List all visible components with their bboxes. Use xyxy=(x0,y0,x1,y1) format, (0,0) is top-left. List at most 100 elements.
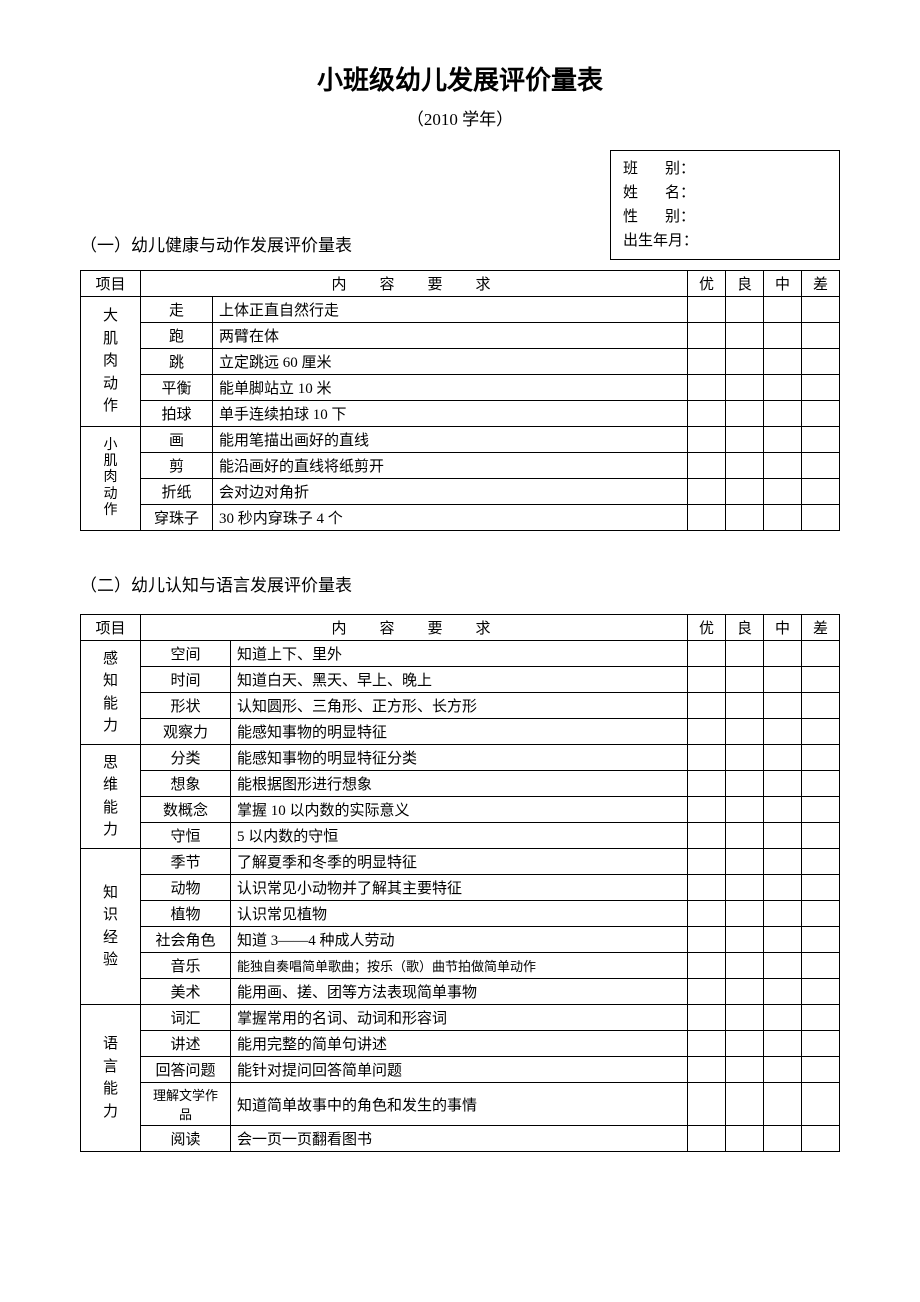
rating-cell[interactable] xyxy=(726,901,764,927)
rating-cell[interactable] xyxy=(802,1126,840,1152)
rating-cell[interactable] xyxy=(688,693,726,719)
rating-cell[interactable] xyxy=(764,745,802,771)
rating-cell[interactable] xyxy=(688,427,726,453)
rating-cell[interactable] xyxy=(726,979,764,1005)
rating-cell[interactable] xyxy=(802,1083,840,1126)
rating-cell[interactable] xyxy=(802,453,840,479)
rating-cell[interactable] xyxy=(688,505,726,531)
rating-cell[interactable] xyxy=(802,719,840,745)
rating-cell[interactable] xyxy=(802,771,840,797)
rating-cell[interactable] xyxy=(764,823,802,849)
rating-cell[interactable] xyxy=(688,1005,726,1031)
rating-cell[interactable] xyxy=(764,979,802,1005)
rating-cell[interactable] xyxy=(726,719,764,745)
rating-cell[interactable] xyxy=(688,667,726,693)
rating-cell[interactable] xyxy=(764,1126,802,1152)
rating-cell[interactable] xyxy=(688,901,726,927)
rating-cell[interactable] xyxy=(726,401,764,427)
rating-cell[interactable] xyxy=(688,1057,726,1083)
rating-cell[interactable] xyxy=(764,849,802,875)
rating-cell[interactable] xyxy=(764,349,802,375)
rating-cell[interactable] xyxy=(764,953,802,979)
rating-cell[interactable] xyxy=(764,427,802,453)
rating-cell[interactable] xyxy=(726,427,764,453)
rating-cell[interactable] xyxy=(688,641,726,667)
rating-cell[interactable] xyxy=(688,797,726,823)
rating-cell[interactable] xyxy=(726,479,764,505)
rating-cell[interactable] xyxy=(802,953,840,979)
rating-cell[interactable] xyxy=(802,875,840,901)
rating-cell[interactable] xyxy=(726,823,764,849)
rating-cell[interactable] xyxy=(726,927,764,953)
rating-cell[interactable] xyxy=(726,745,764,771)
rating-cell[interactable] xyxy=(764,1083,802,1126)
rating-cell[interactable] xyxy=(764,875,802,901)
rating-cell[interactable] xyxy=(726,849,764,875)
rating-cell[interactable] xyxy=(688,953,726,979)
rating-cell[interactable] xyxy=(688,927,726,953)
rating-cell[interactable] xyxy=(688,375,726,401)
rating-cell[interactable] xyxy=(802,349,840,375)
rating-cell[interactable] xyxy=(802,297,840,323)
rating-cell[interactable] xyxy=(726,1031,764,1057)
rating-cell[interactable] xyxy=(726,667,764,693)
rating-cell[interactable] xyxy=(688,401,726,427)
rating-cell[interactable] xyxy=(726,797,764,823)
rating-cell[interactable] xyxy=(802,1031,840,1057)
rating-cell[interactable] xyxy=(802,927,840,953)
rating-cell[interactable] xyxy=(688,349,726,375)
rating-cell[interactable] xyxy=(802,693,840,719)
rating-cell[interactable] xyxy=(802,901,840,927)
rating-cell[interactable] xyxy=(802,427,840,453)
rating-cell[interactable] xyxy=(764,927,802,953)
rating-cell[interactable] xyxy=(764,505,802,531)
rating-cell[interactable] xyxy=(764,719,802,745)
rating-cell[interactable] xyxy=(802,979,840,1005)
rating-cell[interactable] xyxy=(802,505,840,531)
rating-cell[interactable] xyxy=(688,979,726,1005)
rating-cell[interactable] xyxy=(688,823,726,849)
rating-cell[interactable] xyxy=(802,823,840,849)
rating-cell[interactable] xyxy=(764,401,802,427)
rating-cell[interactable] xyxy=(764,297,802,323)
rating-cell[interactable] xyxy=(802,375,840,401)
rating-cell[interactable] xyxy=(688,1126,726,1152)
rating-cell[interactable] xyxy=(726,375,764,401)
rating-cell[interactable] xyxy=(726,953,764,979)
rating-cell[interactable] xyxy=(688,323,726,349)
rating-cell[interactable] xyxy=(764,1005,802,1031)
rating-cell[interactable] xyxy=(802,745,840,771)
rating-cell[interactable] xyxy=(688,479,726,505)
rating-cell[interactable] xyxy=(726,1083,764,1126)
rating-cell[interactable] xyxy=(764,667,802,693)
rating-cell[interactable] xyxy=(764,1057,802,1083)
rating-cell[interactable] xyxy=(802,667,840,693)
rating-cell[interactable] xyxy=(688,849,726,875)
rating-cell[interactable] xyxy=(688,745,726,771)
rating-cell[interactable] xyxy=(726,453,764,479)
rating-cell[interactable] xyxy=(802,323,840,349)
rating-cell[interactable] xyxy=(688,453,726,479)
rating-cell[interactable] xyxy=(688,1031,726,1057)
rating-cell[interactable] xyxy=(726,1057,764,1083)
rating-cell[interactable] xyxy=(688,771,726,797)
rating-cell[interactable] xyxy=(726,875,764,901)
rating-cell[interactable] xyxy=(726,1005,764,1031)
rating-cell[interactable] xyxy=(802,479,840,505)
rating-cell[interactable] xyxy=(764,641,802,667)
rating-cell[interactable] xyxy=(726,323,764,349)
rating-cell[interactable] xyxy=(688,297,726,323)
rating-cell[interactable] xyxy=(726,297,764,323)
rating-cell[interactable] xyxy=(802,1005,840,1031)
rating-cell[interactable] xyxy=(764,901,802,927)
rating-cell[interactable] xyxy=(726,693,764,719)
rating-cell[interactable] xyxy=(726,505,764,531)
rating-cell[interactable] xyxy=(688,875,726,901)
rating-cell[interactable] xyxy=(802,641,840,667)
rating-cell[interactable] xyxy=(764,693,802,719)
rating-cell[interactable] xyxy=(726,641,764,667)
rating-cell[interactable] xyxy=(764,375,802,401)
rating-cell[interactable] xyxy=(802,797,840,823)
rating-cell[interactable] xyxy=(726,1126,764,1152)
rating-cell[interactable] xyxy=(688,1083,726,1126)
